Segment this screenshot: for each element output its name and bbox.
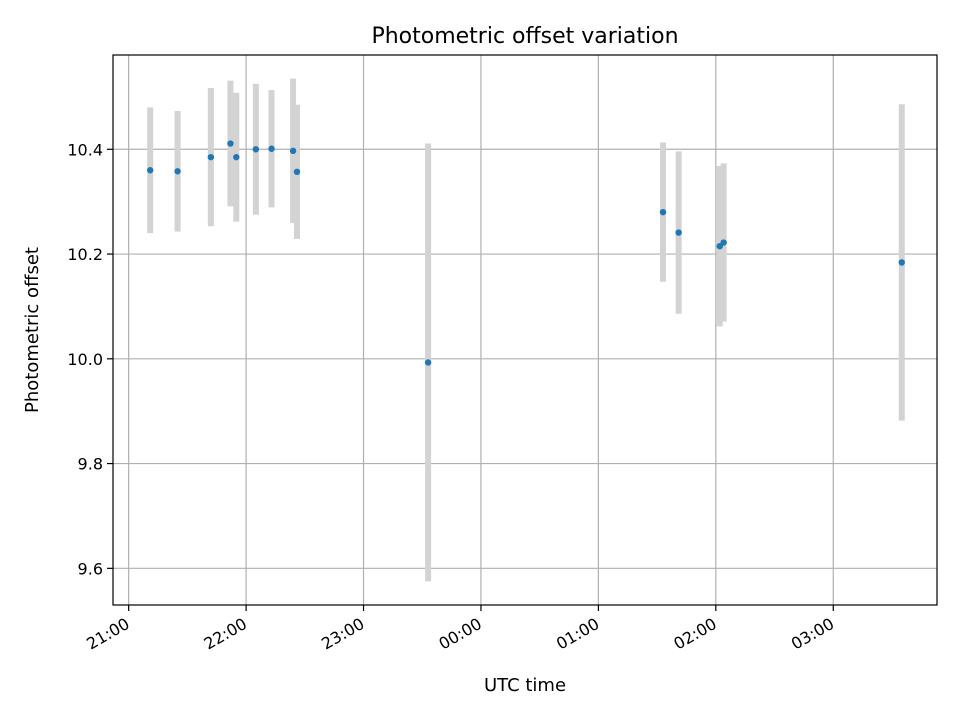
data-point-0 xyxy=(146,167,154,174)
y-tick-label-2: 10.0 xyxy=(67,350,103,369)
y-tick-label-1: 9.8 xyxy=(78,455,103,474)
x-tick-label-6: 03:00 xyxy=(788,614,837,654)
data-point-9 xyxy=(424,359,432,366)
x-tick-label-5: 02:00 xyxy=(670,614,719,654)
x-tick-label-2: 23:00 xyxy=(318,614,367,654)
x-tick-label-4: 01:00 xyxy=(553,614,602,654)
data-point-10 xyxy=(659,208,667,216)
data-point-3 xyxy=(227,140,234,147)
data-point-6 xyxy=(268,145,275,152)
y-axis-label: Photometric offset xyxy=(22,247,43,413)
grid-layer xyxy=(113,55,937,605)
x-axis-ticks: 21:00 22:00 23:00 00:00 01:00 02:00 03:00 xyxy=(83,605,837,654)
y-tick-label-3: 10.2 xyxy=(67,245,103,264)
data-point-14 xyxy=(898,259,905,266)
chart-title: Photometric offset variation xyxy=(371,24,678,49)
y-tick-label-4: 10.4 xyxy=(67,140,103,159)
data-points xyxy=(146,140,905,366)
x-tick-label-0: 21:00 xyxy=(83,614,132,654)
data-point-13 xyxy=(720,239,727,246)
y-tick-label-0: 9.6 xyxy=(78,559,103,578)
data-point-7 xyxy=(289,147,297,155)
data-point-11 xyxy=(675,229,682,236)
data-point-5 xyxy=(252,146,260,153)
y-axis-ticks: 9.6 9.8 10.0 10.2 10.4 xyxy=(67,140,113,578)
x-tick-label-1: 22:00 xyxy=(201,614,250,654)
x-axis-label: UTC time xyxy=(484,675,566,696)
data-point-1 xyxy=(174,168,181,175)
x-tick-label-3: 00:00 xyxy=(436,614,485,654)
data-point-8 xyxy=(293,168,301,176)
data-point-4 xyxy=(233,153,240,161)
plot-frame xyxy=(112,54,938,606)
error-bars xyxy=(147,78,905,582)
data-point-2 xyxy=(207,153,215,161)
